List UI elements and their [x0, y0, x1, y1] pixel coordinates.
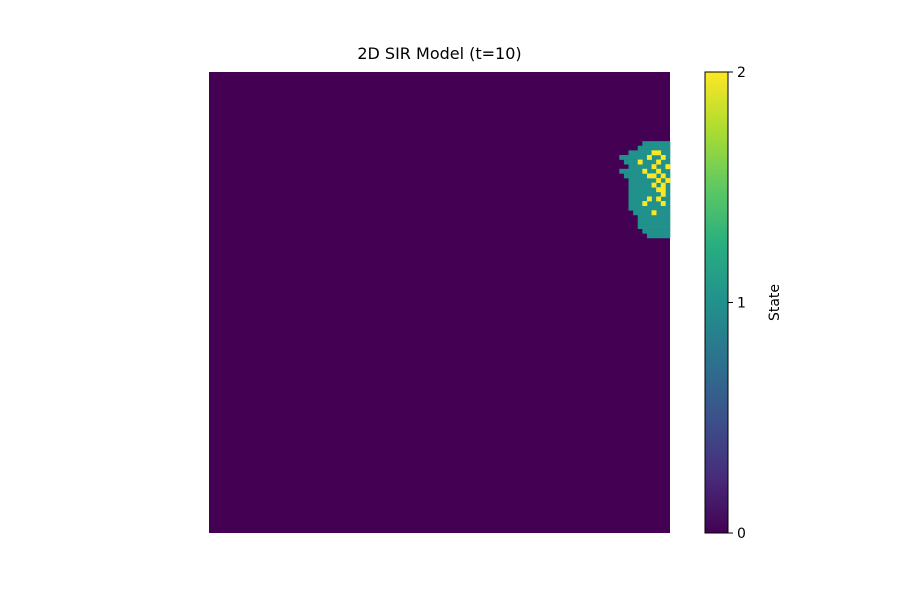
- heatmap-run-state-1: [628, 150, 671, 156]
- colorbar-ticks: 0 1 2: [728, 65, 746, 542]
- heatmap-cell-state-2: [651, 182, 657, 188]
- heatmap-run-state-1: [637, 224, 671, 230]
- heatmap-run-state-1: [619, 154, 671, 160]
- heatmap-run-state-1: [646, 233, 671, 239]
- heatmap-cell-state-2: [646, 173, 652, 179]
- heatmap-cell-state-2: [656, 187, 662, 193]
- heatmap-cell-state-2: [660, 154, 666, 160]
- heatmap-cell-state-2: [651, 173, 657, 179]
- heatmap-cell-state-2: [660, 187, 666, 193]
- heatmap-cell-state-2: [642, 168, 648, 174]
- heatmap-cell-state-2: [660, 182, 666, 188]
- colorbar: 0 1 2 State: [704, 65, 783, 542]
- heatmap-cell-state-2: [637, 159, 643, 165]
- heatmap-cell-state-2: [665, 178, 671, 183]
- colorbar-label: State: [767, 284, 783, 321]
- heatmap-run-state-1: [642, 141, 671, 147]
- heatmap-cell-state-2: [665, 164, 671, 170]
- heatmap-run-state-1: [628, 164, 671, 170]
- heatmap-cell-state-2: [642, 201, 648, 206]
- heatmap-cell-state-2: [660, 191, 666, 197]
- heatmap-cell-state-2: [646, 196, 652, 202]
- heatmap-run-state-1: [637, 214, 671, 220]
- heatmap-cell-state-2: [656, 150, 662, 156]
- heatmap-cell-state-2: [656, 196, 662, 202]
- colorbar-tick-label: 0: [737, 526, 746, 542]
- heatmap-cell-state-2: [656, 178, 662, 183]
- heatmap-run-state-1: [628, 201, 671, 206]
- heatmap-run-state-1: [628, 191, 671, 197]
- heatmap-cell-state-2: [656, 168, 662, 174]
- colorbar-tick-label: 1: [737, 296, 746, 312]
- heatmap-cell-state-2: [656, 159, 662, 165]
- chart-title: 2D SIR Model (t=10): [357, 44, 521, 63]
- heatmap-cell-state-2: [651, 164, 657, 170]
- heatmap-background-state-0: [209, 72, 670, 533]
- heatmap-run-state-1: [637, 145, 671, 151]
- heatmap-run-state-1: [628, 182, 671, 188]
- heatmap-cell-state-2: [651, 150, 657, 156]
- heatmap-cell-state-2: [660, 201, 666, 206]
- colorbar-tick-label: 2: [737, 65, 746, 81]
- heatmap-cell-state-2: [660, 173, 666, 179]
- heatmap-run-state-1: [628, 187, 671, 193]
- heatmap-run-state-1: [637, 219, 671, 225]
- heatmap-run-state-1: [628, 205, 671, 211]
- colorbar-gradient: [704, 71, 729, 534]
- heatmap-cell-state-2: [646, 154, 652, 160]
- heatmap-run-state-1: [623, 159, 671, 165]
- heatmap-run-state-1: [628, 178, 671, 183]
- heatmap-cell-state-2: [651, 210, 657, 216]
- heatmap-grid: [209, 72, 671, 533]
- heatmap-run-state-1: [642, 228, 671, 234]
